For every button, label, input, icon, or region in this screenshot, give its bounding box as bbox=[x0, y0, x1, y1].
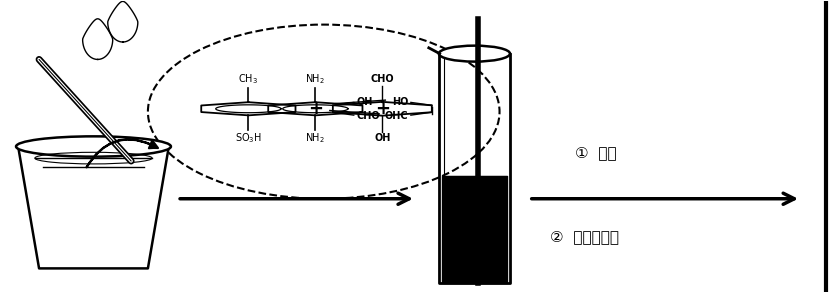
Ellipse shape bbox=[16, 136, 171, 157]
Ellipse shape bbox=[148, 25, 500, 199]
Text: ②  清洗、干燥: ② 清洗、干燥 bbox=[549, 229, 619, 244]
Text: ①  烘焙: ① 烘焙 bbox=[575, 145, 617, 160]
Text: CHO: CHO bbox=[370, 74, 394, 84]
Text: SO$_3$H: SO$_3$H bbox=[235, 131, 262, 145]
Text: NH$_2$: NH$_2$ bbox=[306, 131, 325, 145]
Polygon shape bbox=[442, 176, 507, 283]
Text: +: + bbox=[307, 100, 323, 118]
Ellipse shape bbox=[438, 46, 510, 62]
Text: CH$_3$: CH$_3$ bbox=[239, 72, 259, 86]
Polygon shape bbox=[82, 19, 113, 59]
FancyArrowPatch shape bbox=[87, 139, 158, 167]
Text: OH: OH bbox=[356, 97, 373, 107]
Polygon shape bbox=[108, 1, 138, 42]
Polygon shape bbox=[18, 146, 169, 268]
Text: OHC: OHC bbox=[385, 111, 408, 121]
Text: CHO: CHO bbox=[356, 111, 380, 121]
Text: HO: HO bbox=[392, 97, 408, 107]
Text: NH$_2$: NH$_2$ bbox=[306, 72, 325, 86]
Text: OH: OH bbox=[374, 133, 391, 143]
Text: +: + bbox=[375, 100, 390, 118]
